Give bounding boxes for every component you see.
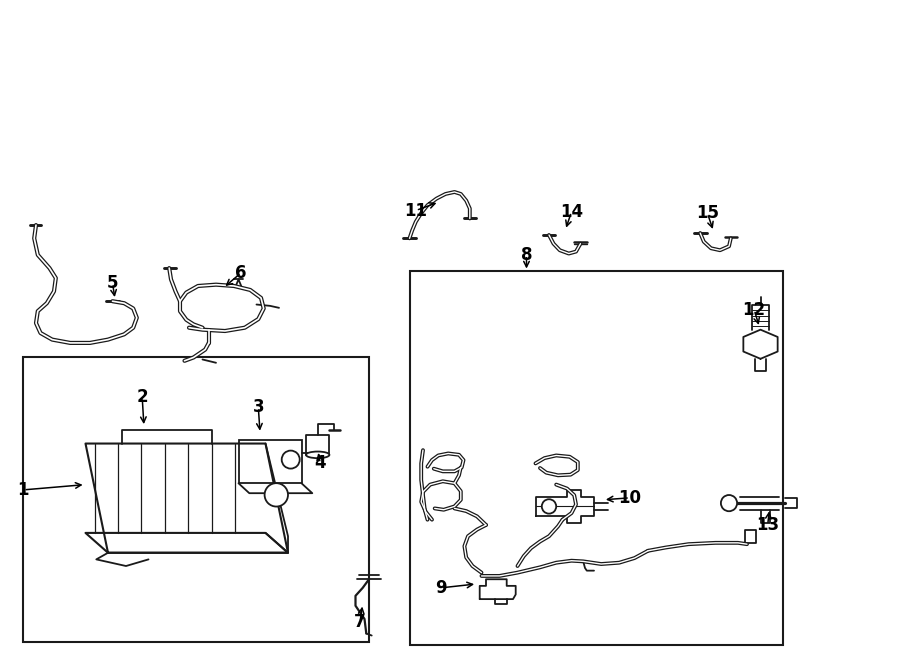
Text: 14: 14 <box>560 203 583 221</box>
Text: 6: 6 <box>236 263 247 282</box>
Bar <box>238 440 302 483</box>
Text: 1: 1 <box>18 481 29 499</box>
Text: 5: 5 <box>107 274 118 293</box>
Circle shape <box>282 451 300 469</box>
Text: 2: 2 <box>137 388 148 406</box>
Text: 13: 13 <box>756 516 779 534</box>
Text: 7: 7 <box>355 613 365 632</box>
Ellipse shape <box>306 451 329 458</box>
Text: 11: 11 <box>404 201 428 220</box>
Bar <box>22 357 369 642</box>
Bar <box>410 271 783 645</box>
Text: 4: 4 <box>315 454 326 473</box>
Circle shape <box>721 495 737 511</box>
Circle shape <box>542 499 556 514</box>
Circle shape <box>265 483 288 506</box>
Text: 3: 3 <box>253 398 264 416</box>
Text: 10: 10 <box>618 489 642 507</box>
Text: 15: 15 <box>696 204 719 222</box>
Text: 12: 12 <box>742 301 766 319</box>
Text: 8: 8 <box>521 246 532 264</box>
Text: 9: 9 <box>436 579 446 597</box>
